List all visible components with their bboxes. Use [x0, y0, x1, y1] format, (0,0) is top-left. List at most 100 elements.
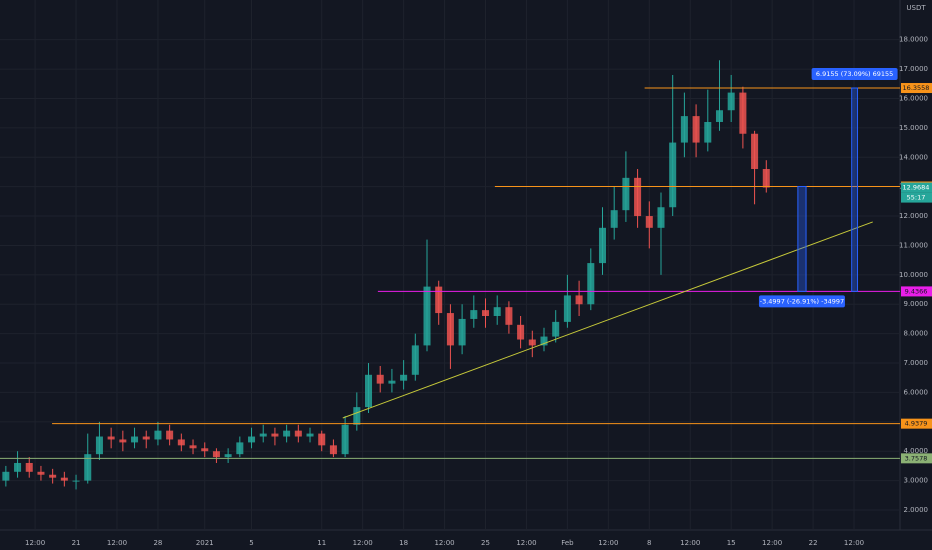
candle-body — [177, 439, 185, 446]
candle-body — [715, 110, 723, 122]
candle-body — [528, 339, 536, 346]
measure-label-box — [811, 68, 898, 81]
level-price-label: 9.4366 — [905, 287, 928, 295]
last-price-box — [901, 182, 932, 193]
plot — [2, 60, 770, 490]
candle-body — [14, 462, 22, 472]
candle-body — [481, 310, 490, 317]
candle-body — [236, 442, 244, 455]
y-tick-label: 14.0000 — [899, 153, 928, 161]
level-price-label: 16.3558 — [903, 84, 930, 92]
candle-body — [283, 430, 291, 437]
y-tick-label: 6.0000 — [904, 388, 929, 396]
candle-body — [680, 116, 688, 143]
candle-body — [446, 313, 454, 346]
level-price-label: 3.7578 — [905, 454, 928, 462]
x-tick-label: 12:00 — [516, 539, 536, 547]
x-tick-label: 18 — [399, 539, 408, 547]
x-tick-label: 25 — [481, 539, 490, 547]
y-tick-label: 2.0000 — [904, 506, 929, 514]
level-price-box — [901, 453, 932, 464]
measure-range — [797, 186, 807, 292]
x-tick-label: 21 — [72, 539, 81, 547]
x-tick-label: 12:00 — [353, 539, 373, 547]
candle-body — [25, 462, 33, 472]
candle-body — [751, 133, 759, 170]
x-tick-label: 2021 — [196, 539, 214, 547]
candle-body — [376, 374, 384, 384]
candle-body — [610, 210, 618, 228]
last-price-label: 12.9684 — [903, 184, 930, 192]
y-tick-label: 10.0000 — [899, 271, 928, 279]
x-tick-label: 28 — [153, 539, 162, 547]
candle-body — [142, 436, 150, 440]
candle-body — [727, 92, 735, 111]
x-tick-label: 12:00 — [844, 539, 864, 547]
candle-body — [84, 454, 92, 481]
candle-body — [72, 480, 80, 482]
level-price-box — [901, 83, 932, 94]
candle-body — [189, 445, 197, 449]
candle-body — [259, 433, 267, 437]
candle-body — [248, 436, 256, 443]
candle-body — [540, 336, 548, 346]
candle-body — [762, 169, 770, 188]
x-tick-label: 8 — [647, 539, 651, 547]
candle-body — [166, 430, 174, 440]
candle-body — [201, 448, 209, 452]
candle-body — [388, 380, 396, 384]
currency: USDT — [906, 4, 926, 12]
candle-body — [119, 439, 127, 443]
candle-body — [645, 216, 653, 228]
measure-label: -3.4997 (-26.91%) -34997 — [760, 297, 844, 305]
y-tick-label: 3.0000 — [904, 477, 929, 485]
x-tick-label: 12:00 — [598, 539, 618, 547]
candle-body — [552, 321, 560, 337]
candle-body — [318, 433, 326, 446]
candle-body — [306, 433, 314, 437]
candle-body — [107, 436, 115, 440]
countdown-box — [901, 192, 932, 203]
candle-body — [517, 324, 525, 340]
candle-body — [212, 451, 220, 458]
measure-label: 6.9155 (73.09%) 69155 — [816, 70, 893, 78]
candle-body — [505, 307, 513, 325]
x-tick-label: 5 — [249, 539, 253, 547]
candle-body — [669, 142, 677, 208]
y-tick-label: 7.0000 — [904, 359, 929, 367]
candle-body — [224, 454, 232, 458]
y-tick-label: 16.0000 — [899, 94, 928, 102]
candle-body — [37, 471, 45, 475]
candle-body — [411, 345, 419, 375]
x-tick-label: 12:00 — [762, 539, 782, 547]
level-price-label: 4.9379 — [905, 420, 928, 428]
x-tick-label: 12:00 — [434, 539, 454, 547]
x-tick-label: Feb — [561, 539, 574, 547]
candle-body — [622, 177, 630, 211]
candle-body — [704, 121, 712, 143]
candle-body — [423, 286, 431, 346]
candle-body — [131, 436, 139, 443]
measure-range — [851, 87, 859, 292]
x-tick-label: 12:00 — [680, 539, 700, 547]
y-tick-label: 4.0000 — [904, 447, 929, 455]
candle-body — [341, 424, 349, 455]
candle-body — [49, 474, 57, 478]
candle-body — [634, 177, 642, 217]
x-tick-label: 22 — [809, 539, 818, 547]
candle-body — [2, 471, 10, 481]
y-tick-label: 8.0000 — [904, 330, 929, 338]
candle-body — [95, 436, 103, 455]
candle-body — [458, 318, 466, 346]
candle-body — [587, 263, 595, 305]
candle-body — [365, 374, 373, 408]
level-price-box — [901, 418, 932, 429]
y-tick-label: 18.0000 — [899, 36, 928, 44]
candle-body — [60, 477, 68, 481]
candle-body — [470, 310, 478, 319]
candle-body — [739, 92, 747, 134]
x-tick-label: 11 — [317, 539, 326, 547]
candle-body — [657, 207, 665, 228]
x-tick-label: 12:00 — [107, 539, 127, 547]
